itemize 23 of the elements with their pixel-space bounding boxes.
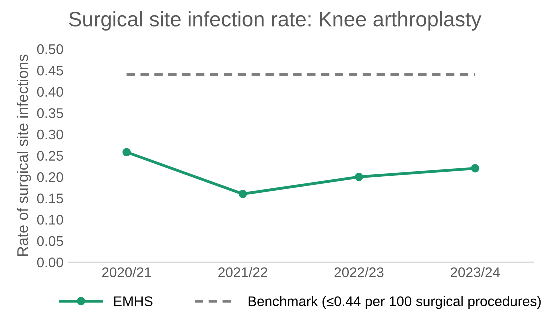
- y-tick-label: 0.40: [37, 87, 64, 98]
- y-tick-label: 0.25: [37, 151, 64, 161]
- point: [471, 164, 480, 173]
- x-tick-label: 2023/24: [451, 267, 500, 278]
- y-tick-label: 0.30: [37, 130, 64, 140]
- y-tick-label: 0.35: [37, 108, 64, 118]
- point: [122, 148, 132, 157]
- x-tick-label: 2021/22: [218, 267, 268, 278]
- y-tick-label: 0.45: [37, 66, 64, 76]
- y-tick-label: 0.00: [37, 258, 64, 268]
- legend-label: EMHS: [114, 296, 153, 306]
- y-tick-label: 0.20: [37, 172, 64, 182]
- y-tick-label: 0.05: [37, 236, 64, 246]
- x-tick-label: 2020/21: [102, 267, 152, 278]
- point: [238, 190, 248, 198]
- legend-label: Benchmark (≤0.44 per 100 surgical procedures): [248, 296, 541, 310]
- y-axis-title: Rate of surgical site infections: [17, 54, 32, 256]
- y-tick-label: 0.50: [37, 44, 64, 54]
- point: [355, 172, 364, 182]
- x-tick-label: 2022/23: [334, 267, 384, 278]
- y-tick-label: 0.15: [37, 194, 64, 204]
- chart-title: Surgical site infection rate: Knee arthroplasty: [69, 11, 482, 31]
- y-tick-label: 0.10: [37, 215, 64, 225]
